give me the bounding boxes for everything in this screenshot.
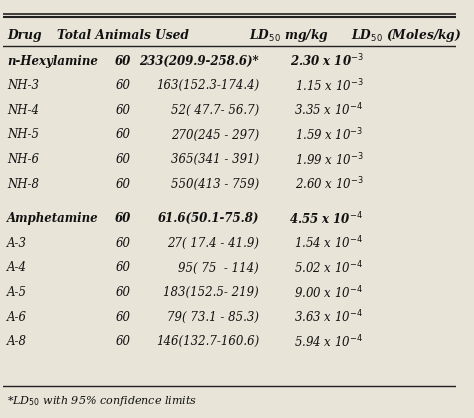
Text: LD$_{50}$ (Moles/kg): LD$_{50}$ (Moles/kg) [351, 27, 462, 44]
Text: 2.60 x 10$^{-3}$: 2.60 x 10$^{-3}$ [294, 176, 364, 192]
Text: 5.94 x 10$^{-4}$: 5.94 x 10$^{-4}$ [294, 333, 364, 350]
Text: 1.99 x 10$^{-3}$: 1.99 x 10$^{-3}$ [295, 151, 364, 168]
Text: 4.55 x 10$^{-4}$: 4.55 x 10$^{-4}$ [290, 211, 364, 227]
Text: 163(152.3-174.4): 163(152.3-174.4) [156, 79, 259, 92]
Text: Drug: Drug [7, 29, 42, 42]
Text: Amphetamine: Amphetamine [7, 212, 99, 225]
Text: 60: 60 [116, 286, 130, 299]
Text: 550(413 - 759): 550(413 - 759) [171, 178, 259, 191]
Text: 3.63 x 10$^{-4}$: 3.63 x 10$^{-4}$ [294, 309, 364, 325]
Text: 3.35 x 10$^{-4}$: 3.35 x 10$^{-4}$ [294, 102, 364, 119]
Text: 5.02 x 10$^{-4}$: 5.02 x 10$^{-4}$ [294, 260, 364, 276]
Text: 60: 60 [116, 104, 130, 117]
Text: 146(132.7-160.6): 146(132.7-160.6) [156, 335, 259, 348]
Text: A-8: A-8 [7, 335, 27, 348]
Text: n-Hexylamine: n-Hexylamine [7, 55, 98, 68]
Text: 60: 60 [115, 212, 131, 225]
Text: 60: 60 [116, 262, 130, 275]
Text: NH-8: NH-8 [7, 178, 39, 191]
Text: 365(341 - 391): 365(341 - 391) [171, 153, 259, 166]
Text: NH-5: NH-5 [7, 128, 39, 141]
Text: 1.54 x 10$^{-4}$: 1.54 x 10$^{-4}$ [294, 235, 364, 252]
Text: 60: 60 [116, 335, 130, 348]
Text: 60: 60 [115, 55, 131, 68]
Text: 79( 73.1 - 85.3): 79( 73.1 - 85.3) [167, 311, 259, 324]
Text: NH-4: NH-4 [7, 104, 39, 117]
Text: 27( 17.4 - 41.9): 27( 17.4 - 41.9) [167, 237, 259, 250]
Text: 60: 60 [116, 79, 130, 92]
Text: 183(152.5- 219): 183(152.5- 219) [163, 286, 259, 299]
Text: LD$_{50}$ mg/kg: LD$_{50}$ mg/kg [248, 27, 328, 44]
Text: 233(209.9-258.6)*: 233(209.9-258.6)* [139, 55, 259, 68]
Text: A-4: A-4 [7, 262, 27, 275]
Text: 60: 60 [116, 153, 130, 166]
Text: NH-6: NH-6 [7, 153, 39, 166]
Text: 9.00 x 10$^{-4}$: 9.00 x 10$^{-4}$ [294, 284, 364, 301]
Text: 95( 75  - 114): 95( 75 - 114) [178, 262, 259, 275]
Text: 2.30 x 10$^{-3}$: 2.30 x 10$^{-3}$ [290, 53, 364, 70]
Text: A-6: A-6 [7, 311, 27, 324]
Text: NH-3: NH-3 [7, 79, 39, 92]
Text: Total Animals Used: Total Animals Used [57, 29, 189, 42]
Text: 61.6(50.1-75.8): 61.6(50.1-75.8) [158, 212, 259, 225]
Text: 60: 60 [116, 178, 130, 191]
Text: A-5: A-5 [7, 286, 27, 299]
Text: 60: 60 [116, 311, 130, 324]
Text: 1.59 x 10$^{-3}$: 1.59 x 10$^{-3}$ [295, 127, 364, 143]
Text: 52( 47.7- 56.7): 52( 47.7- 56.7) [171, 104, 259, 117]
Text: *LD$_{50}$ with 95% confidence limits: *LD$_{50}$ with 95% confidence limits [7, 394, 198, 408]
Text: 270(245 - 297): 270(245 - 297) [171, 128, 259, 141]
Text: 1.15 x 10$^{-3}$: 1.15 x 10$^{-3}$ [295, 78, 364, 94]
Text: 60: 60 [116, 128, 130, 141]
Text: 60: 60 [116, 237, 130, 250]
Text: A-3: A-3 [7, 237, 27, 250]
